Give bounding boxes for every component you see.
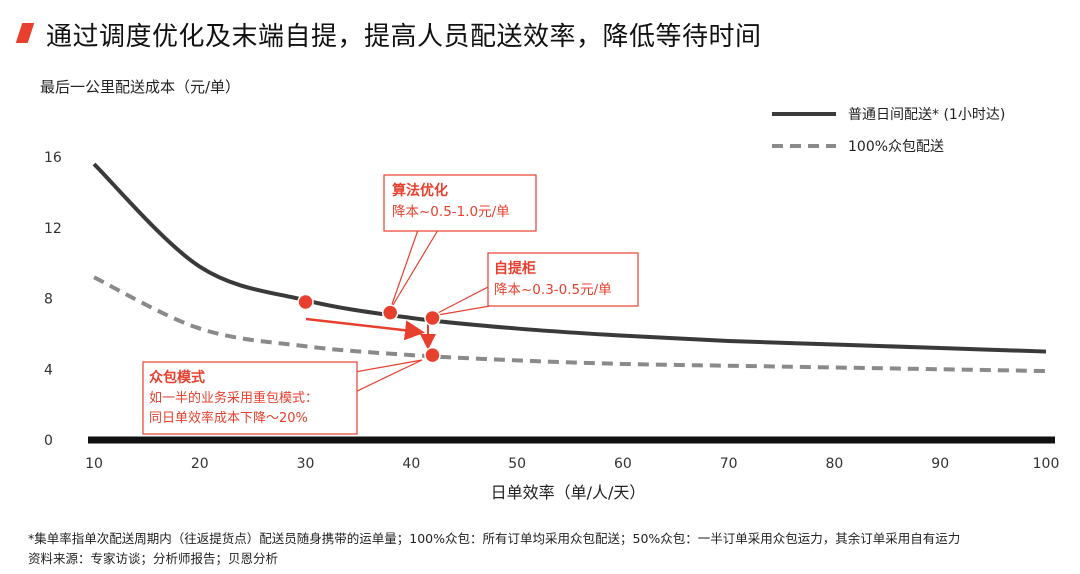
footnote-definitions: *集单率指单次配送周期内（往返提货点）配送员随身携带的运单量；100%众包：所有… <box>28 531 961 546</box>
highlight-point <box>424 346 441 364</box>
y-axis-ticks: 0 4 8 12 16 <box>44 150 62 449</box>
x-tick-label: 60 <box>614 456 632 472</box>
callout-text-locker: 降本~0.3-0.5元/单 <box>494 282 612 298</box>
x-tick-label: 70 <box>720 456 738 472</box>
highlight-points <box>297 293 441 364</box>
y-tick-label: 16 <box>44 150 62 166</box>
callout-text-algorithm: 降本~0.5-1.0元/单 <box>392 204 510 220</box>
x-axis-ticks: 10 20 30 40 50 60 70 80 90 100 <box>85 456 1059 472</box>
annotation-algorithm: 算法优化 降本~0.5-1.0元/单 <box>383 174 537 311</box>
y-tick-label: 0 <box>44 433 53 449</box>
x-tick-label: 100 <box>1033 456 1060 472</box>
x-tick-label: 10 <box>85 456 103 472</box>
highlight-point <box>297 293 314 311</box>
y-axis-title: 最后一公里配送成本（元/单） <box>40 78 240 96</box>
callout-text-crowdsource-2: 同日单效率成本下降～20% <box>149 410 308 426</box>
x-tick-label: 50 <box>508 456 526 472</box>
callout-box-algorithm <box>383 174 537 232</box>
x-tick-label: 30 <box>297 456 315 472</box>
callout-box-crowdsource <box>142 361 358 435</box>
callout-text-crowdsource-1: 如一半的业务采用重包模式： <box>149 390 318 406</box>
callout-title-crowdsource: 众包模式 <box>149 369 205 386</box>
highlight-point <box>381 304 399 321</box>
x-tick-label: 40 <box>402 456 420 472</box>
legend-label-solid: 普通日间配送* (1小时达) <box>848 107 1005 123</box>
legend: 普通日间配送* (1小时达) 100%众包配送 <box>772 107 1005 155</box>
x-tick-label: 80 <box>826 456 844 472</box>
y-tick-label: 12 <box>44 221 62 237</box>
x-tick-label: 90 <box>931 456 949 472</box>
callout-title-locker: 自提柜 <box>494 260 536 277</box>
x-axis-title: 日单效率（单/人/天） <box>491 483 646 502</box>
callout-pointer-algorithm <box>389 229 440 311</box>
efficiency-arrow <box>305 317 425 341</box>
callout-title-algorithm: 算法优化 <box>392 182 448 199</box>
annotation-crowdsource: 众包模式 如一半的业务采用重包模式： 同日单效率成本下降～20% <box>142 359 423 435</box>
footnote-sources: 资料来源：专家访谈；分析师报告；贝恩分析 <box>28 551 279 566</box>
y-tick-label: 8 <box>44 292 53 308</box>
annotation-locker: 自提柜 降本~0.3-0.5元/单 <box>431 252 639 317</box>
callout-pointer-locker <box>431 285 491 317</box>
cost-efficiency-chart: 最后一公里配送成本（元/单） 普通日间配送* (1小时达) 100%众包配送 0… <box>40 78 1059 502</box>
callout-pointer-crowdsource <box>354 359 423 393</box>
series-line-crowdsource <box>93 275 1047 374</box>
legend-label-dashed: 100%众包配送 <box>848 139 944 155</box>
x-tick-label: 20 <box>191 456 209 472</box>
series-line-standard <box>92 162 1047 354</box>
y-tick-label: 4 <box>44 362 53 378</box>
highlight-point <box>424 309 441 327</box>
series-layer <box>92 162 1047 374</box>
callout-box-locker <box>487 252 639 307</box>
page-title: 通过调度优化及末端自提，提高人员配送效率，降低等待时间 <box>46 22 762 52</box>
